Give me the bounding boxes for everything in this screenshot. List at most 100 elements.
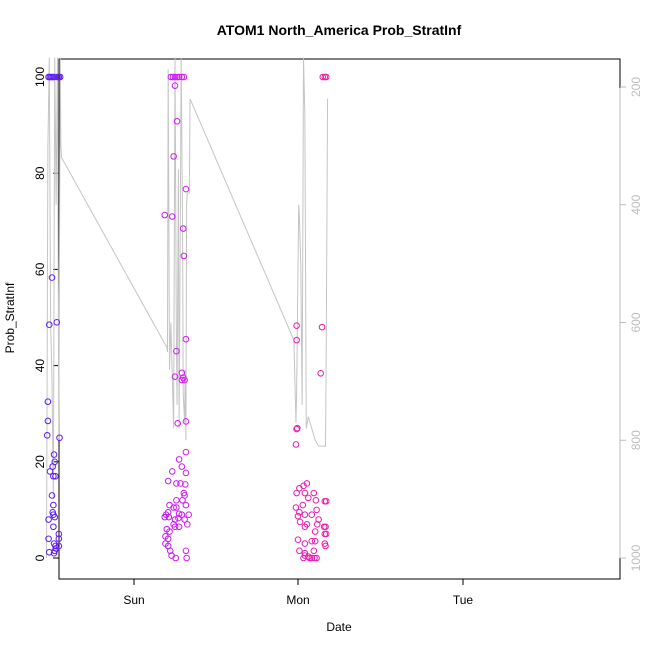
data-point [178, 73, 186, 81]
data-point [178, 376, 186, 384]
data-point [178, 511, 186, 519]
data-point [178, 463, 186, 470]
data-point [181, 481, 189, 488]
data-point [173, 347, 180, 355]
data-point [171, 82, 179, 89]
data-point [311, 528, 319, 535]
data-point [164, 509, 172, 516]
data-point [182, 418, 190, 425]
x-axis-title: Date [326, 620, 352, 634]
data-point [322, 497, 330, 505]
pressure-line [46, 57, 329, 559]
data-point [48, 492, 56, 499]
data-point [56, 73, 64, 81]
data-point [50, 511, 57, 519]
data-point [313, 554, 320, 562]
data-point [301, 489, 309, 497]
left-y-tick-label: 40 [33, 359, 47, 373]
data-point [294, 536, 302, 544]
data-point [177, 480, 184, 487]
data-point [50, 549, 58, 557]
data-point [161, 513, 169, 521]
data-point [311, 554, 318, 562]
data-point [311, 537, 319, 545]
data-point [161, 211, 169, 219]
data-point [175, 523, 183, 531]
data-point [293, 425, 300, 433]
data-point [301, 540, 309, 547]
data-point [299, 501, 307, 509]
right-y-tick-label: 400 [629, 194, 643, 214]
right-y-tick-label: 1000 [629, 544, 643, 571]
left-y-tick-label: 60 [33, 262, 47, 276]
data-point [55, 535, 63, 543]
data-point [312, 496, 320, 504]
data-point [183, 554, 190, 562]
data-point [308, 511, 316, 519]
data-point [293, 336, 300, 344]
right-y-tick-label: 800 [629, 430, 643, 450]
data-point [308, 537, 316, 545]
data-point [50, 451, 58, 458]
data-point [296, 547, 303, 555]
data-point [43, 432, 51, 439]
data-point [50, 73, 58, 81]
data-point [306, 554, 313, 562]
data-point [169, 73, 177, 81]
data-point [170, 153, 177, 160]
x-tick-label: Sun [123, 593, 144, 607]
data-point [300, 554, 307, 562]
data-point [175, 456, 183, 463]
data-point [173, 480, 180, 487]
data-point [48, 274, 56, 281]
right-y-tick-label: 600 [629, 312, 643, 332]
data-point [45, 516, 52, 523]
data-point [182, 469, 190, 477]
data-point [173, 496, 180, 504]
pressure-line-layer [46, 57, 329, 559]
data-point [175, 514, 182, 522]
data-point [170, 504, 177, 511]
data-point [322, 73, 330, 81]
x-tick-label: Tue [453, 593, 474, 607]
data-point [182, 335, 190, 343]
data-point [301, 511, 309, 519]
left-y-tick-label: 20 [33, 455, 47, 469]
data-point [310, 547, 318, 555]
data-point [318, 323, 326, 331]
data-point [322, 523, 329, 531]
left-y-tick-label: 100 [33, 67, 47, 87]
data-point [46, 468, 54, 475]
data-point [294, 512, 302, 520]
data-point [182, 448, 190, 456]
data-point [45, 548, 53, 556]
right-y-tick-label: 200 [629, 77, 643, 97]
data-point [184, 521, 191, 528]
data-point [296, 509, 303, 516]
data-point [52, 472, 59, 480]
data-point [56, 434, 63, 442]
scatter-points-layer [43, 73, 330, 562]
data-point [173, 504, 180, 511]
data-point [175, 73, 183, 81]
data-point [305, 494, 312, 502]
data-point [168, 468, 176, 475]
data-point [44, 398, 52, 405]
data-point [293, 322, 300, 329]
data-point [168, 213, 176, 220]
data-point [181, 376, 188, 384]
data-point [322, 542, 329, 550]
data-point [179, 225, 187, 232]
data-point [322, 530, 330, 538]
data-point [181, 516, 188, 523]
data-point [171, 523, 179, 531]
data-point [310, 489, 318, 497]
data-point [293, 489, 300, 497]
data-point [44, 417, 52, 425]
data-point [173, 73, 181, 81]
data-point [313, 506, 320, 514]
data-point [294, 424, 301, 432]
right-y-axis: 200 400 600 800 1000 [619, 77, 643, 571]
data-point [296, 484, 303, 492]
